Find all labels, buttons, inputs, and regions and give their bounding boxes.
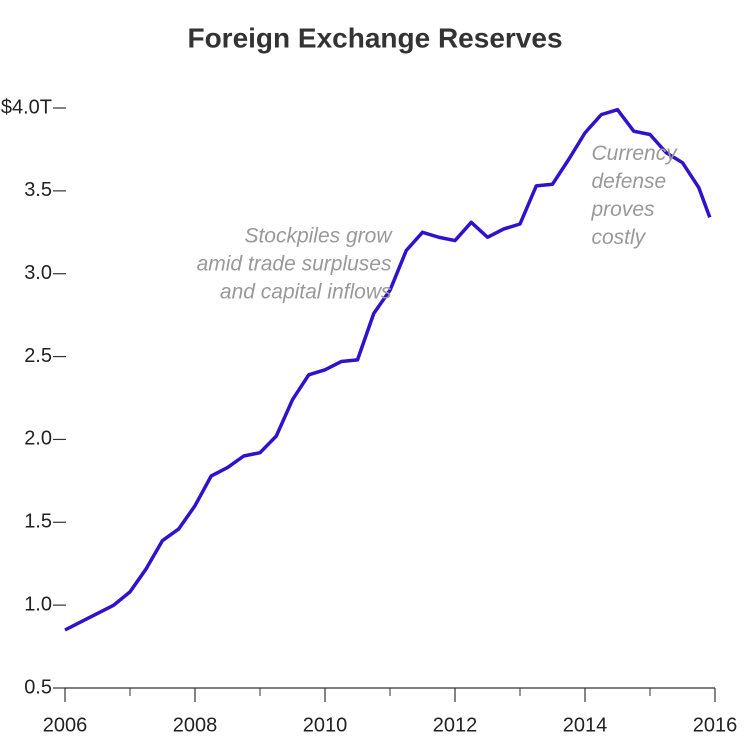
x-tick-label: 2014 (563, 714, 608, 736)
x-tick-label: 2016 (693, 714, 738, 736)
annotation: Stockpiles grow (244, 225, 393, 248)
annotation: defense (592, 170, 667, 193)
y-tick-label: 1.0 (24, 593, 52, 615)
x-tick-label: 2008 (173, 714, 218, 736)
y-tick-label: 1.5 (24, 511, 52, 533)
x-tick-label: 2010 (303, 714, 348, 736)
x-tick-label: 2012 (433, 714, 478, 736)
y-tick-label: 2.0 (24, 428, 52, 450)
data-line (64, 107, 712, 632)
y-tick-label: 2.5 (24, 345, 52, 367)
annotation: proves (591, 198, 656, 221)
annotation: Currency (592, 142, 679, 165)
y-tick-label: $4.0T (1, 96, 52, 118)
annotation: costly (592, 226, 647, 249)
x-tick-label: 2006 (43, 714, 88, 736)
chart-title: Foreign Exchange Reserves (187, 22, 562, 53)
annotation: amid trade surpluses (197, 253, 392, 276)
y-tick-label: 3.0 (24, 262, 52, 284)
annotation: and capital inflows (220, 281, 392, 304)
y-tick-label: 0.5 (24, 676, 52, 698)
y-tick-label: 3.5 (24, 179, 52, 201)
